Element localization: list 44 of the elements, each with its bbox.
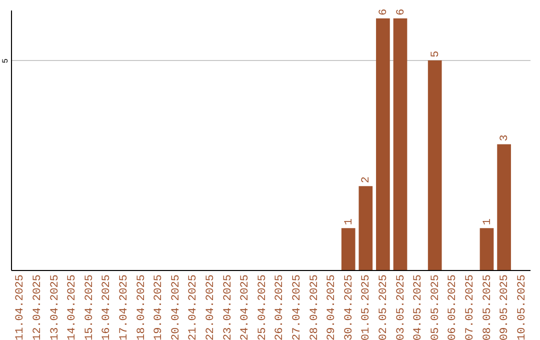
x-tick-label: 23.04.2025 [222, 274, 234, 340]
data-label: 2 [360, 176, 373, 184]
bar [358, 186, 373, 270]
bar [393, 18, 408, 270]
x-tick-label: 26.04.2025 [274, 274, 286, 340]
bar [341, 228, 356, 270]
x-tick-label: 28.04.2025 [308, 274, 321, 340]
x-tick-label: 10.05.2025 [516, 274, 528, 340]
x-tick-label: 02.05.2025 [378, 274, 390, 340]
data-label: 1 [482, 218, 494, 226]
x-tick-label: 01.05.2025 [360, 274, 373, 340]
x-tick-label: 05.05.2025 [430, 274, 442, 340]
x-tick-label: 15.04.2025 [84, 274, 96, 340]
x-tick-label: 16.04.2025 [101, 274, 114, 340]
x-tick-label: 22.04.2025 [204, 274, 217, 340]
x-tick-label: 14.04.2025 [66, 274, 79, 340]
x-tick-label: 11.04.2025 [14, 274, 27, 340]
x-tick-label: 09.05.2025 [499, 274, 512, 340]
x-tick-label: 04.05.2025 [412, 274, 425, 340]
x-tick-label: 08.05.2025 [482, 274, 494, 340]
x-tick-label: 19.04.2025 [153, 274, 166, 340]
x-tick-label: 24.04.2025 [240, 274, 252, 340]
x-tick-label: 18.04.2025 [136, 274, 148, 340]
data-label: 5 [430, 50, 442, 58]
bar [428, 60, 442, 270]
x-tick-label: 29.04.2025 [326, 274, 338, 340]
x-tick-label: 20.04.2025 [170, 274, 182, 340]
x-tick-label: 27.04.2025 [291, 274, 304, 340]
x-tick-label: 30.04.2025 [343, 274, 356, 340]
data-label: 3 [499, 134, 512, 142]
data-label: 1 [343, 218, 356, 226]
data-label: 6 [378, 8, 390, 16]
data-label: 6 [395, 8, 408, 16]
bar [497, 144, 511, 270]
x-tick-label: 13.04.2025 [49, 274, 62, 340]
bar [376, 18, 390, 270]
x-tick-label: 03.05.2025 [395, 274, 408, 340]
x-tick-label: 07.05.2025 [464, 274, 476, 340]
x-tick-label: 06.05.2025 [447, 274, 460, 340]
x-tick-label: 25.04.2025 [256, 274, 269, 340]
x-tick-label: 21.04.2025 [188, 274, 200, 340]
x-tick-label: 12.04.2025 [32, 274, 44, 340]
bar [480, 228, 494, 270]
x-tick-label: 17.04.2025 [118, 274, 130, 340]
